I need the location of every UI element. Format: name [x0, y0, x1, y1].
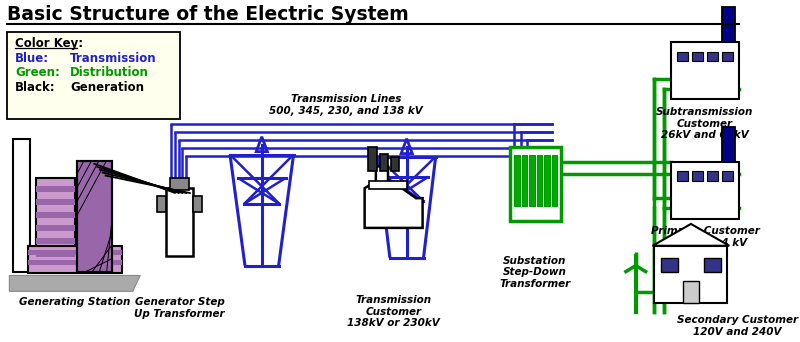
Bar — [370, 181, 406, 189]
Bar — [707, 52, 718, 62]
Bar — [544, 155, 550, 206]
Text: Distribution: Distribution — [70, 66, 149, 79]
Text: Generating Station: Generating Station — [19, 297, 130, 307]
Bar — [671, 161, 738, 219]
Bar — [77, 160, 112, 273]
Bar — [368, 147, 377, 171]
Bar — [379, 154, 388, 171]
Bar — [529, 155, 534, 206]
Bar — [692, 52, 703, 62]
Bar — [166, 188, 193, 256]
Bar — [35, 225, 74, 231]
Text: Transmission
Customer
138kV or 230kV: Transmission Customer 138kV or 230kV — [347, 295, 440, 328]
Bar — [707, 171, 718, 181]
Bar — [28, 250, 122, 255]
Bar — [552, 155, 558, 206]
Polygon shape — [365, 167, 422, 228]
Bar — [28, 246, 122, 274]
Bar — [654, 246, 727, 303]
Text: Green:: Green: — [15, 66, 60, 79]
Bar — [13, 139, 30, 273]
Text: Secondary Customer
120V and 240V: Secondary Customer 120V and 240V — [677, 315, 798, 337]
Bar — [704, 258, 721, 273]
Text: Primary  Customer
13kV and 4 kV: Primary Customer 13kV and 4 kV — [650, 226, 759, 248]
Bar — [677, 52, 688, 62]
Text: Blue:: Blue: — [15, 52, 49, 65]
Bar — [157, 196, 166, 212]
Text: Generator Step
Up Transformer: Generator Step Up Transformer — [134, 297, 225, 319]
Text: Generation: Generation — [70, 81, 144, 94]
Text: Substation
Step-Down
Transformer: Substation Step-Down Transformer — [499, 256, 570, 289]
Bar — [522, 155, 527, 206]
Bar — [722, 171, 733, 181]
Polygon shape — [10, 275, 140, 291]
Text: Color Key:: Color Key: — [15, 37, 83, 50]
Text: Basic Structure of the Electric System: Basic Structure of the Electric System — [7, 5, 410, 24]
Bar — [193, 196, 202, 212]
Bar — [35, 251, 74, 256]
Bar — [722, 52, 733, 62]
Bar — [28, 260, 122, 265]
Bar — [537, 155, 542, 206]
Text: Transmission: Transmission — [70, 52, 157, 65]
Bar — [35, 186, 74, 192]
Bar — [170, 179, 189, 190]
Text: Black:: Black: — [15, 81, 55, 94]
Bar — [35, 199, 74, 205]
Bar — [661, 258, 678, 273]
Bar — [510, 147, 561, 221]
Bar — [35, 238, 74, 244]
Bar — [35, 179, 74, 273]
Text: Transmission Lines
500, 345, 230, and 138 kV: Transmission Lines 500, 345, 230, and 13… — [269, 94, 423, 116]
Text: Subtransmission
Customer
26kV and 69kV: Subtransmission Customer 26kV and 69kV — [656, 107, 754, 140]
Bar — [514, 155, 520, 206]
Bar — [77, 160, 112, 273]
Bar — [722, 127, 735, 161]
Bar — [692, 171, 703, 181]
Bar — [7, 32, 181, 119]
Bar — [682, 281, 699, 303]
Bar — [35, 212, 74, 218]
Bar — [677, 171, 688, 181]
Polygon shape — [653, 224, 730, 246]
Bar — [722, 7, 735, 42]
Bar — [391, 157, 399, 171]
Bar — [671, 42, 738, 99]
